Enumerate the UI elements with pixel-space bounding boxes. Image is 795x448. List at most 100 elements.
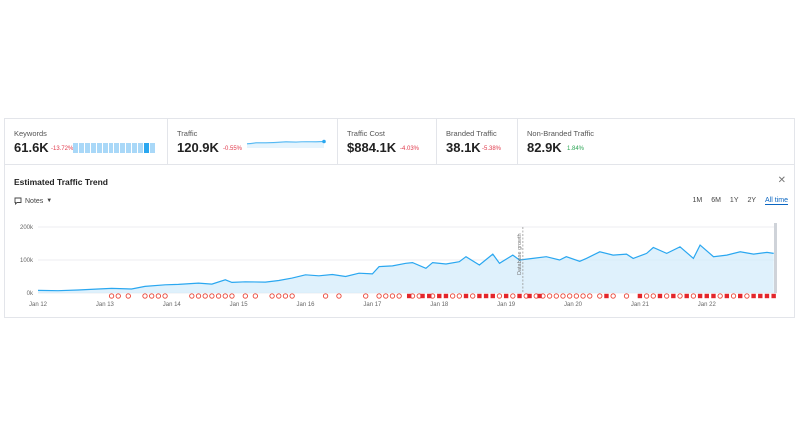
google-update-marker <box>580 293 586 299</box>
google-update-marker <box>496 293 503 299</box>
google-update-marker <box>289 293 295 299</box>
note-flag-marker <box>483 293 489 299</box>
google-update-marker <box>717 293 723 299</box>
traffic-sparkline <box>246 139 326 148</box>
google-update-marker <box>470 293 476 299</box>
google-update-marker <box>189 293 195 299</box>
google-update-marker <box>242 293 248 299</box>
x-tick-label: Jan 16 <box>297 302 316 308</box>
notes-dropdown[interactable]: Notes ▼ <box>14 197 52 205</box>
x-tick-label: Jan 18 <box>430 302 449 308</box>
google-update-marker <box>276 293 282 299</box>
y-tick-label: 100k <box>20 258 34 264</box>
google-update-marker <box>677 293 683 299</box>
google-update-marker <box>456 293 462 299</box>
non-branded-value: 82.9K <box>527 140 562 155</box>
note-flag-marker <box>697 293 703 299</box>
google-update-marker <box>587 293 593 299</box>
google-update-marker <box>664 293 670 299</box>
metric-keywords[interactable]: Keywords 61.6K -13.72% <box>5 119 166 165</box>
x-tick-label: Jan 17 <box>363 302 382 308</box>
note-flag-marker <box>758 293 763 299</box>
note-flag-marker <box>771 293 776 299</box>
range-all-time[interactable]: All time <box>765 197 788 205</box>
note-flag-marker <box>671 293 676 299</box>
traffic-label: Traffic <box>177 129 198 138</box>
branded-value: 38.1K <box>446 140 481 155</box>
note-flag-marker <box>420 293 425 299</box>
google-update-marker <box>396 293 402 299</box>
note-flag-marker <box>637 293 643 299</box>
range-6m[interactable]: 6M <box>711 197 721 204</box>
note-flag-marker <box>751 293 756 299</box>
google-update-marker <box>322 293 329 299</box>
range-2y[interactable]: 2Y <box>747 197 757 204</box>
google-update-marker <box>597 293 603 299</box>
close-icon[interactable]: ✕ <box>777 175 786 186</box>
metric-traffic-cost[interactable]: Traffic Cost $884.1K -4.03% <box>337 119 435 165</box>
note-flag-marker <box>503 293 509 299</box>
metric-branded-traffic[interactable]: Branded Traffic 38.1K -5.38% <box>436 119 516 165</box>
google-update-marker <box>573 293 580 299</box>
range-1y[interactable]: 1Y <box>729 197 739 204</box>
x-tick-label: Jan 22 <box>698 302 717 308</box>
google-update-marker <box>125 293 131 299</box>
note-flag-marker <box>527 293 532 299</box>
note-flag-marker <box>738 293 743 299</box>
google-update-marker <box>115 293 121 299</box>
branded-label: Branded Traffic <box>446 129 497 138</box>
metrics-bar: Keywords 61.6K -13.72% Traffic 120.9K -0… <box>5 119 794 165</box>
keywords-value: 61.6K <box>14 140 49 155</box>
range-1m[interactable]: 1M <box>692 197 703 204</box>
traffic-overview-panel: Keywords 61.6K -13.72% Traffic 120.9K -0… <box>4 118 795 318</box>
google-update-marker <box>229 293 235 299</box>
traffic-cost-value: $884.1K <box>347 140 397 155</box>
chevron-down-icon: ▼ <box>46 198 53 204</box>
time-range-selector: 1M 6M 1Y 2Y All time <box>692 197 788 205</box>
google-update-marker <box>282 293 289 299</box>
google-update-marker <box>730 293 737 299</box>
google-update-marker <box>546 293 553 299</box>
google-update-marker <box>690 293 697 299</box>
google-update-marker <box>510 293 516 299</box>
note-flag-marker <box>604 293 609 299</box>
note-flag-marker <box>724 293 730 299</box>
note-flag-marker <box>406 293 412 299</box>
google-update-marker <box>149 293 155 299</box>
google-update-marker <box>202 293 208 299</box>
traffic-delta: -0.55% <box>223 146 243 152</box>
y-tick-label: 200k <box>20 225 34 231</box>
google-update-marker <box>215 293 222 299</box>
traffic-value: 120.9K <box>177 140 219 155</box>
google-update-marker <box>195 293 202 299</box>
google-update-marker <box>623 293 630 299</box>
note-flag-marker <box>463 293 469 299</box>
google-update-marker <box>650 293 656 299</box>
x-tick-label: Jan 21 <box>631 302 650 308</box>
note-flag-marker <box>443 293 449 299</box>
x-tick-label: Jan 15 <box>230 302 249 308</box>
metric-non-branded-traffic[interactable]: Non-Branded Traffic 82.9K 1.84% <box>517 119 795 165</box>
database-growth-label: Database growth <box>517 233 523 275</box>
keywords-distribution-bars <box>73 143 155 153</box>
google-update-marker <box>108 293 115 299</box>
google-update-marker <box>383 293 389 299</box>
traffic-trend-chart: 0k 100k 200k Jan 12 Jan 13 Jan 14 Jan 15 Jan 16… <box>20 223 777 308</box>
google-update-marker <box>336 293 342 299</box>
x-tick-label: Jan 19 <box>497 302 516 308</box>
branded-delta: -5.38% <box>482 146 502 152</box>
note-flag-marker <box>704 293 709 299</box>
google-update-marker <box>269 293 275 299</box>
traffic-line <box>37 244 774 292</box>
metric-traffic[interactable]: Traffic 120.9K -0.55% <box>167 119 336 165</box>
google-update-marker <box>560 293 566 299</box>
google-update-marker <box>252 293 259 299</box>
google-update-marker <box>376 293 382 299</box>
google-update-marker <box>449 293 456 299</box>
non-branded-delta: 1.84% <box>567 146 585 152</box>
x-tick-label: Jan 14 <box>163 302 182 308</box>
note-flag-marker <box>537 293 542 299</box>
note-flag-marker <box>764 293 770 299</box>
google-update-marker <box>389 293 396 299</box>
y-tick-label: 0k <box>27 291 34 297</box>
